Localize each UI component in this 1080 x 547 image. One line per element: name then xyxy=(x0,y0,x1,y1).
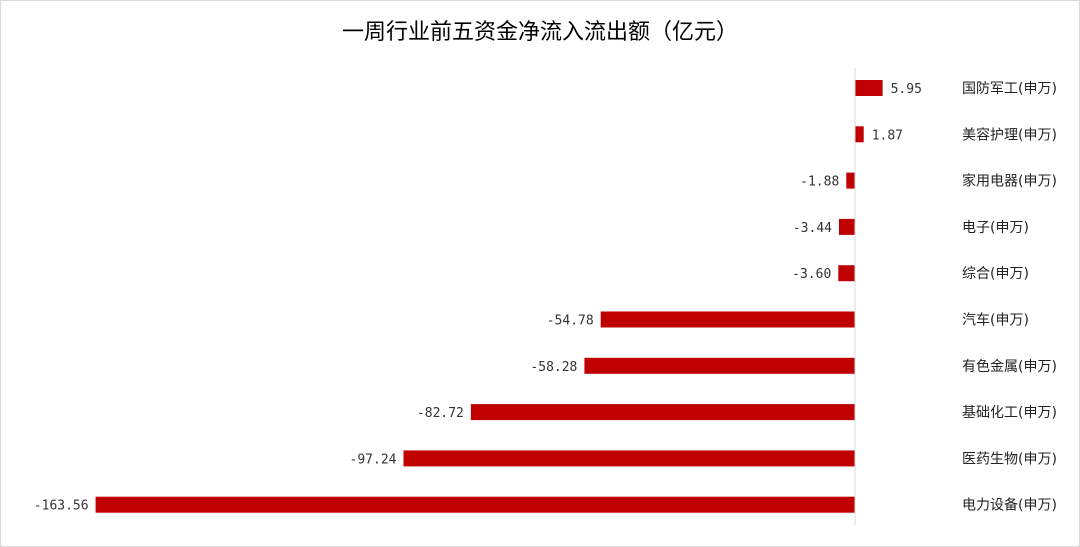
bar-8 xyxy=(470,404,855,421)
bar-1 xyxy=(855,80,883,96)
value-label-7: -58.28 xyxy=(530,360,577,375)
value-label-8: -82.72 xyxy=(417,406,464,421)
labels-layer: 5.95 国防军工(申万) 1.87 美容护理(申万) -1.88 家用电器(申万) -3.… xyxy=(34,81,1057,514)
value-label-2: 1.87 xyxy=(872,128,903,143)
category-label-7: 有色金属(申万) xyxy=(962,358,1057,375)
category-label-3: 家用电器(申万) xyxy=(962,173,1057,190)
bar-5 xyxy=(838,265,855,282)
chart-title: 一周行业前五资金净流入流出额（亿元） xyxy=(341,20,738,45)
category-label-5: 综合(申万) xyxy=(962,266,1029,282)
value-label-3: -1.88 xyxy=(800,175,839,190)
bar-2 xyxy=(855,126,864,143)
category-label-1: 国防军工(申万) xyxy=(962,81,1057,97)
bar-3 xyxy=(846,172,855,189)
bar-10 xyxy=(95,496,856,513)
value-label-9: -97.24 xyxy=(350,452,397,467)
value-label-10: -163.56 xyxy=(34,499,89,514)
value-label-1: 5.95 xyxy=(891,82,922,97)
category-label-8: 基础化工(申万) xyxy=(962,404,1057,421)
category-label-10: 电力设备(申万) xyxy=(962,497,1057,514)
category-label-2: 美容护理(申万) xyxy=(962,126,1057,143)
category-label-6: 汽车(申万) xyxy=(962,312,1029,329)
value-label-6: -54.78 xyxy=(547,314,594,329)
category-label-9: 医药生物(申万) xyxy=(962,451,1057,467)
bar-9 xyxy=(403,450,855,467)
bar-7 xyxy=(584,357,855,374)
bars-layer xyxy=(95,80,883,513)
value-label-5: -3.60 xyxy=(792,267,831,282)
category-label-4: 电子(申万) xyxy=(962,220,1029,236)
bar-4 xyxy=(839,218,855,235)
bar-6 xyxy=(600,311,855,328)
value-label-4: -3.44 xyxy=(793,221,832,236)
